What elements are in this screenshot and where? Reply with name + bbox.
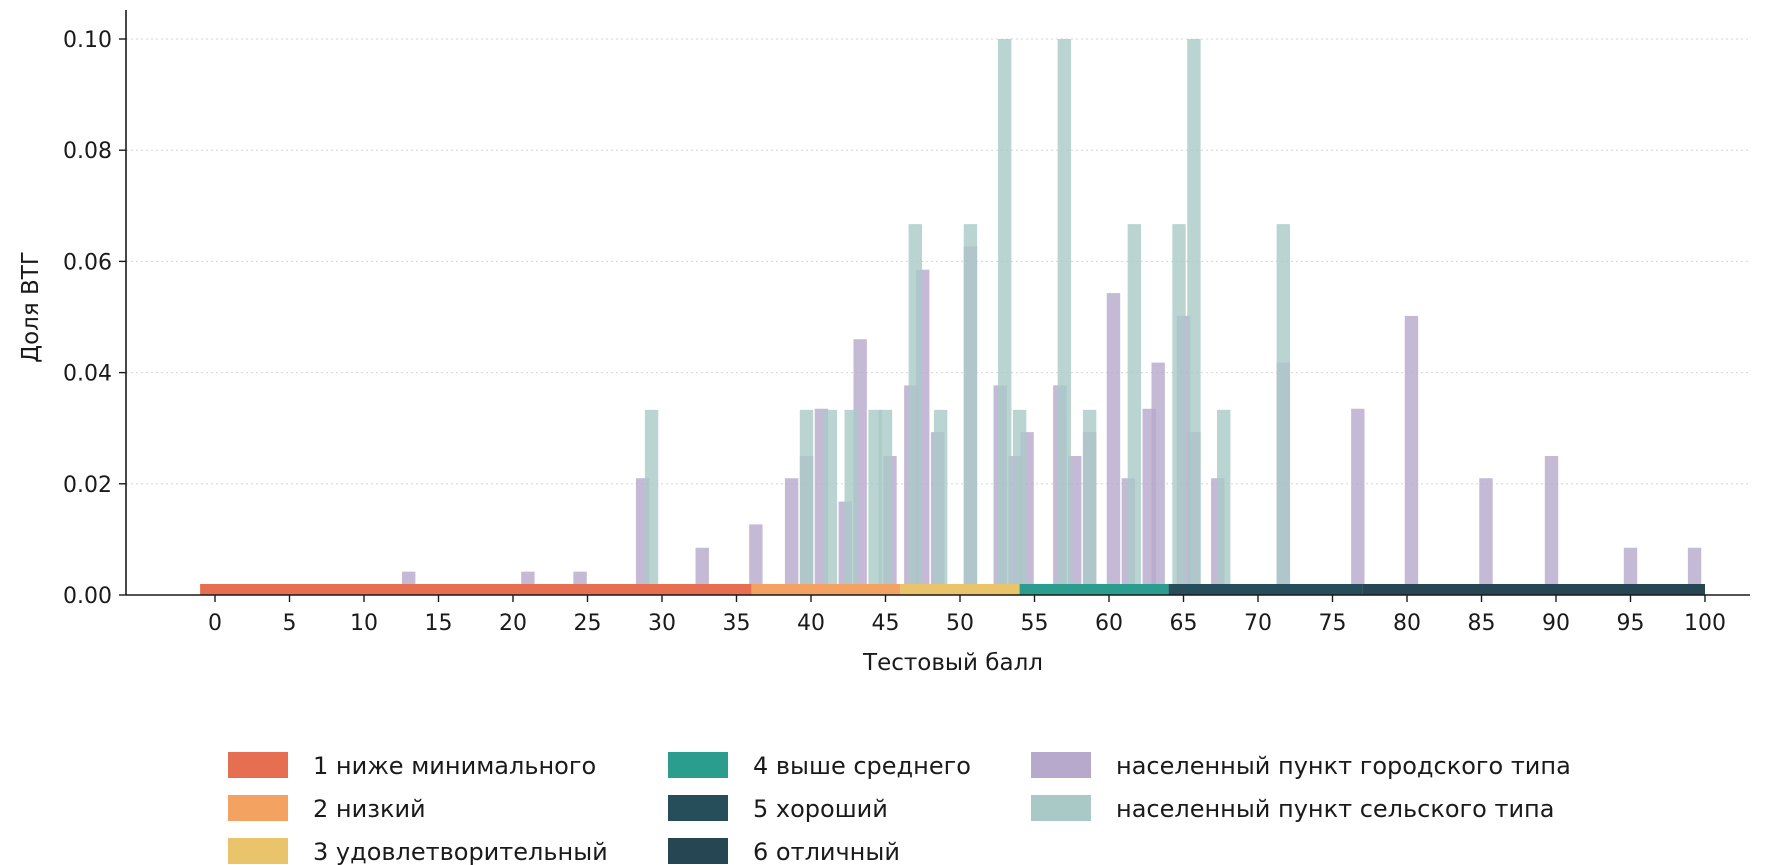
legend-swatch — [228, 752, 288, 778]
y-tick-label: 0.02 — [63, 473, 112, 498]
legend-label: 6 отличный — [753, 838, 900, 865]
x-tick-label: 35 — [723, 611, 751, 636]
x-tick-label: 70 — [1244, 611, 1272, 636]
bar-rural — [1217, 409, 1231, 595]
y-tick-label: 0.08 — [63, 139, 112, 164]
legend: 1 ниже минимального 2 низкий 3 удовлетвори… — [228, 752, 1571, 865]
y-tick-label: 0.06 — [63, 250, 112, 275]
bars — [401, 39, 1702, 595]
bar-urban — [1351, 408, 1365, 595]
legend-label: населенный пункт сельского типа — [1116, 795, 1554, 823]
bar-rural — [868, 409, 882, 595]
bar-rural — [1057, 39, 1072, 595]
legend-swatch — [228, 795, 288, 821]
legend-swatch — [228, 838, 288, 864]
bar-urban — [1623, 547, 1638, 595]
score-band — [1019, 584, 1169, 595]
legend-label: населенный пункт городского типа — [1116, 752, 1571, 780]
legend-swatch — [668, 752, 728, 778]
score-band — [900, 584, 1020, 595]
bar-rural — [1172, 224, 1186, 595]
x-tick-label: 60 — [1095, 611, 1123, 636]
score-band — [1362, 584, 1705, 595]
bar-urban — [1479, 478, 1493, 595]
legend-swatch — [668, 795, 728, 821]
score-band — [751, 584, 901, 595]
y-tick-label: 0.10 — [63, 28, 112, 53]
x-tick-label: 90 — [1542, 611, 1570, 636]
bar-rural — [823, 409, 838, 595]
x-tick-label: 15 — [425, 611, 453, 636]
bar-urban — [695, 547, 709, 595]
x-tick-label: 80 — [1393, 611, 1421, 636]
bar-rural — [644, 409, 659, 595]
bar-rural — [844, 409, 858, 595]
x-tick-label: 20 — [499, 611, 527, 636]
x-tick-label: 65 — [1170, 611, 1198, 636]
legend-label: 2 низкий — [313, 795, 426, 823]
bar-rural — [1082, 409, 1097, 595]
x-tick-label: 5 — [283, 611, 297, 636]
score-band — [1168, 584, 1363, 595]
bar-urban — [1151, 362, 1165, 595]
legend-label: 1 ниже минимального — [313, 752, 596, 780]
bar-rural — [1012, 409, 1027, 595]
bar-urban — [749, 524, 763, 595]
bar-rural — [933, 409, 948, 595]
x-tick-label: 45 — [872, 611, 900, 636]
bar-rural — [1127, 224, 1142, 595]
legend-label: 5 хороший — [753, 795, 888, 823]
bar-urban — [1687, 547, 1702, 595]
bar-rural — [908, 224, 923, 595]
bar-urban — [1404, 315, 1419, 595]
x-tick-label: 50 — [946, 611, 974, 636]
x-tick-label: 0 — [208, 611, 222, 636]
x-tick-label: 30 — [648, 611, 676, 636]
bar-rural — [963, 224, 978, 595]
bar-rural — [799, 409, 814, 595]
score-band — [200, 584, 752, 595]
bar-urban — [784, 478, 799, 595]
bar-urban — [1544, 456, 1559, 595]
x-tick-label: 85 — [1468, 611, 1496, 636]
x-axis-label: Тестовый балл — [862, 650, 1043, 676]
y-tick-label: 0.04 — [63, 362, 112, 387]
bar-rural — [997, 39, 1012, 595]
axes — [125, 10, 1750, 596]
legend-swatch — [1031, 752, 1091, 778]
y-tick-label: 0.00 — [63, 584, 112, 609]
x-tick-label: 25 — [574, 611, 602, 636]
x-tick-label: 40 — [797, 611, 825, 636]
score-bands — [200, 584, 1705, 595]
x-tick-label: 95 — [1617, 611, 1645, 636]
ticks: 0.00 0.02 0.04 0.06 0.08 0.10 0 5 10 15 20 25 30 35 40… — [63, 28, 1726, 636]
legend-swatch — [1031, 795, 1091, 821]
legend-swatch — [668, 838, 728, 864]
legend-label: 3 удовлетворительный — [313, 838, 608, 865]
y-axis-label: Доля ВТГ — [18, 251, 44, 363]
x-tick-label: 75 — [1319, 611, 1347, 636]
bar-urban — [1106, 293, 1121, 595]
bar-rural — [1276, 224, 1291, 595]
bar-rural — [878, 409, 893, 595]
bar-urban — [1068, 456, 1082, 595]
x-tick-label: 55 — [1021, 611, 1049, 636]
x-tick-label: 100 — [1684, 611, 1726, 636]
x-tick-label: 10 — [350, 611, 378, 636]
legend-label: 4 выше среднего — [753, 752, 971, 780]
bar-rural — [1187, 39, 1201, 595]
